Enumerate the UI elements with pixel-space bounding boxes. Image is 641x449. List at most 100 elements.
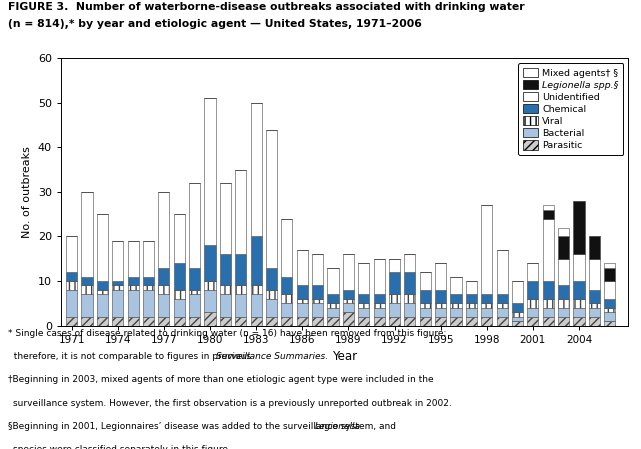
Bar <box>497 250 508 295</box>
Bar <box>174 290 185 299</box>
Bar <box>435 263 446 290</box>
Legend: Mixed agents† §, Legionella spp.§, Unidentified, Chemical, Viral, Bacterial, Par: Mixed agents† §, Legionella spp.§, Unide… <box>518 63 624 155</box>
Bar <box>128 277 138 286</box>
Bar <box>358 308 369 317</box>
Bar <box>220 317 231 326</box>
Bar <box>451 295 462 303</box>
Bar <box>589 237 600 259</box>
Bar <box>204 245 215 281</box>
Bar <box>543 317 554 326</box>
Bar <box>435 303 446 308</box>
Bar <box>204 98 215 245</box>
Bar <box>589 308 600 317</box>
Bar <box>343 299 354 303</box>
Bar <box>420 290 431 303</box>
Bar <box>374 308 385 317</box>
Bar <box>297 286 308 299</box>
Bar <box>251 295 262 317</box>
Bar <box>220 183 231 254</box>
Bar <box>158 192 169 268</box>
Bar <box>297 250 308 286</box>
Bar <box>389 295 400 303</box>
Bar <box>328 303 338 308</box>
Bar <box>574 308 585 317</box>
Bar <box>512 281 523 303</box>
Bar <box>374 259 385 295</box>
Bar <box>389 303 400 317</box>
Bar <box>251 103 262 237</box>
Bar <box>112 241 123 281</box>
Bar <box>404 272 415 295</box>
Bar <box>112 286 123 290</box>
Bar <box>189 268 200 290</box>
Bar <box>574 299 585 308</box>
Bar <box>266 317 277 326</box>
Bar <box>97 317 108 326</box>
Bar <box>420 272 431 290</box>
Bar <box>512 312 523 317</box>
Bar <box>251 286 262 295</box>
Bar <box>435 308 446 317</box>
Bar <box>358 295 369 303</box>
Bar <box>97 281 108 290</box>
Bar <box>143 290 154 317</box>
Bar <box>220 254 231 286</box>
Bar <box>143 241 154 277</box>
Y-axis label: No. of outbreaks: No. of outbreaks <box>22 146 32 238</box>
Bar <box>158 317 169 326</box>
Bar <box>112 281 123 286</box>
Bar <box>128 290 138 317</box>
Bar <box>589 290 600 303</box>
Bar <box>358 317 369 326</box>
Bar <box>66 237 77 272</box>
Bar <box>481 205 492 295</box>
Bar <box>328 308 338 317</box>
Bar <box>66 272 77 281</box>
Text: * Single cases of disease related to drinking water (n = 16) have been removed f: * Single cases of disease related to dri… <box>8 329 446 338</box>
Bar <box>604 312 615 321</box>
Bar <box>328 295 338 303</box>
Bar <box>251 237 262 286</box>
Bar <box>512 303 523 312</box>
Bar <box>451 303 462 308</box>
Bar <box>343 254 354 290</box>
Bar <box>97 290 108 295</box>
Bar <box>420 303 431 308</box>
Bar <box>143 317 154 326</box>
Bar <box>512 321 523 326</box>
Bar <box>574 201 585 254</box>
Bar <box>143 277 154 286</box>
Text: Surveillance Summaries.: Surveillance Summaries. <box>216 352 328 361</box>
Bar <box>604 321 615 326</box>
Bar <box>158 268 169 286</box>
Bar <box>528 263 538 281</box>
Bar <box>558 286 569 299</box>
Bar <box>174 263 185 290</box>
Bar <box>81 192 92 277</box>
Bar <box>189 317 200 326</box>
Bar <box>281 317 292 326</box>
Bar <box>543 219 554 281</box>
Text: surveillance system. However, the first observation is a previously unreported o: surveillance system. However, the first … <box>13 399 451 408</box>
Bar <box>158 286 169 295</box>
Bar <box>266 299 277 317</box>
Bar <box>558 308 569 317</box>
Bar <box>158 295 169 317</box>
Bar <box>235 317 246 326</box>
Bar <box>389 259 400 272</box>
Bar <box>266 290 277 299</box>
Bar <box>128 241 138 277</box>
Bar <box>528 281 538 299</box>
Bar <box>604 281 615 299</box>
Bar <box>481 295 492 303</box>
Bar <box>297 299 308 303</box>
Bar <box>81 286 92 295</box>
Bar <box>528 308 538 317</box>
Bar <box>512 317 523 321</box>
Bar <box>604 268 615 281</box>
Bar <box>128 286 138 290</box>
Bar <box>389 272 400 295</box>
Bar <box>404 295 415 303</box>
Bar <box>404 317 415 326</box>
Bar <box>312 254 323 286</box>
